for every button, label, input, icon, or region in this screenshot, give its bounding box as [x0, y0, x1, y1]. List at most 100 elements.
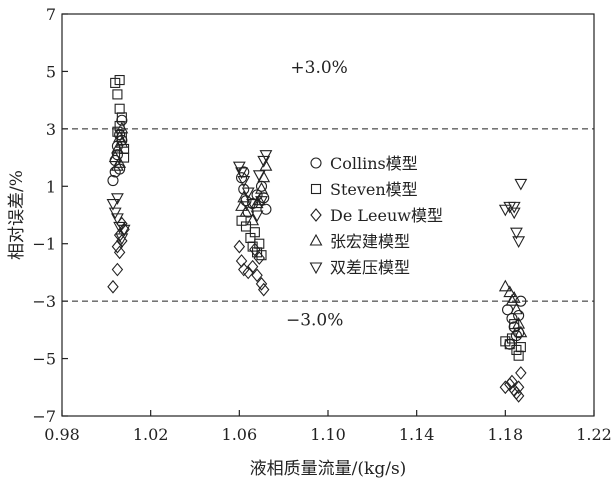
data-point — [110, 213, 124, 226]
data-point — [255, 182, 268, 194]
data-point — [114, 74, 125, 86]
data-point — [498, 279, 512, 292]
data-point — [238, 183, 250, 195]
data-point — [113, 221, 127, 234]
x-tick-label: 0.98 — [44, 425, 80, 444]
data-point — [108, 150, 122, 163]
data-point — [509, 227, 523, 240]
data-point — [514, 325, 528, 338]
data-point — [505, 294, 519, 306]
data-point — [246, 213, 260, 226]
y-tick-label: 5 — [46, 62, 56, 81]
y-tick-label: −1 — [32, 235, 56, 254]
data-point — [255, 277, 268, 291]
data-point — [246, 259, 259, 274]
data-point — [112, 89, 123, 100]
data-point — [232, 161, 246, 174]
data-point — [233, 239, 246, 254]
data-point — [115, 233, 129, 246]
data-point — [239, 204, 253, 217]
data-point — [107, 174, 119, 187]
data-point — [507, 207, 521, 220]
x-tick-label: 1.18 — [488, 425, 524, 444]
data-point — [512, 236, 526, 248]
x-tick-label: 1.02 — [133, 425, 169, 444]
data-point — [110, 141, 124, 154]
legend-label: Steven模型 — [330, 180, 418, 199]
data-point — [113, 245, 126, 260]
x-axis-title: 液相质量流量/(kg/s) — [250, 459, 407, 479]
data-point — [253, 251, 265, 265]
reference-line-label: +3.0% — [290, 58, 347, 78]
data-point — [512, 389, 525, 403]
data-point — [260, 203, 272, 215]
data-point — [246, 198, 260, 211]
legend-label: 双差压模型 — [330, 258, 410, 277]
data-point — [110, 159, 124, 171]
data-point — [108, 207, 122, 220]
data-point — [115, 121, 129, 134]
data-point — [249, 227, 260, 238]
data-point — [258, 282, 270, 297]
data-point — [111, 262, 124, 277]
series-4 — [108, 121, 528, 338]
data-point — [252, 170, 266, 182]
data-point — [237, 175, 251, 188]
data-point — [499, 380, 512, 395]
data-point — [106, 198, 120, 211]
x-tick-label: 1.22 — [576, 425, 612, 444]
x-tick-label: 1.06 — [222, 425, 258, 444]
data-point — [242, 265, 254, 280]
y-tick-label: −5 — [32, 350, 56, 369]
legend-label: De Leeuw模型 — [330, 206, 443, 225]
legend-marker — [309, 262, 323, 275]
data-point — [504, 339, 515, 350]
data-point — [114, 129, 126, 141]
data-point — [515, 366, 527, 380]
data-point — [237, 190, 251, 203]
x-tick-label: 1.14 — [399, 425, 435, 444]
data-point — [258, 192, 270, 204]
data-point — [503, 285, 517, 298]
data-point — [117, 224, 131, 237]
data-point — [241, 187, 255, 200]
reference-line-label: −3.0% — [286, 311, 343, 331]
y-tick-label: 3 — [46, 120, 56, 139]
data-point — [115, 136, 129, 148]
data-point — [249, 242, 261, 257]
y-axis-title: 相对误差/% — [7, 170, 27, 260]
data-point — [116, 112, 127, 123]
data-point — [251, 268, 263, 283]
data-point — [513, 350, 524, 361]
data-point — [235, 167, 248, 180]
data-point — [514, 178, 528, 191]
data-point — [250, 210, 264, 223]
data-point — [107, 279, 119, 294]
data-point — [509, 302, 523, 315]
data-point — [235, 199, 248, 211]
data-point — [110, 193, 124, 205]
data-point — [506, 374, 518, 389]
legend-marker — [310, 183, 322, 195]
data-point — [259, 150, 273, 162]
data-point — [254, 238, 265, 249]
data-point — [507, 201, 521, 214]
data-point — [113, 156, 127, 168]
y-tick-label: 7 — [46, 5, 56, 24]
y-tick-label: −3 — [32, 292, 56, 311]
data-point — [512, 316, 526, 329]
x-tick-label: 1.10 — [310, 425, 346, 444]
y-tick-label: 1 — [46, 177, 56, 196]
legend-marker — [310, 157, 322, 169]
data-point — [515, 342, 526, 353]
y-tick-label: −7 — [32, 407, 56, 426]
data-point — [507, 291, 521, 303]
legend-label: 张宏建模型 — [330, 232, 410, 251]
data-point — [111, 239, 124, 254]
series-5 — [106, 150, 528, 248]
legend-marker — [309, 233, 323, 246]
legend-marker — [310, 208, 322, 222]
data-point — [255, 196, 268, 208]
data-point — [512, 380, 525, 395]
